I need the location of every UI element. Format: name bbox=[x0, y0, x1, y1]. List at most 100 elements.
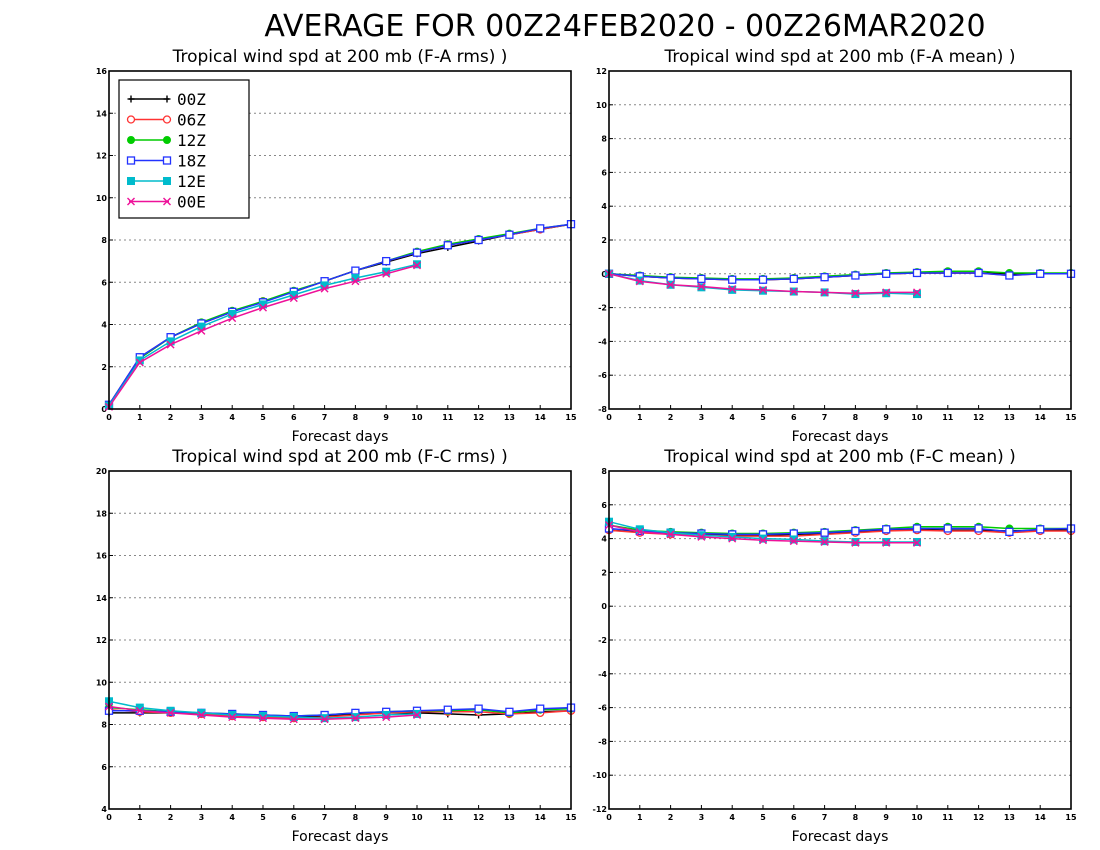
series-point-00E bbox=[166, 708, 175, 717]
x-tick-label: 15 bbox=[1065, 413, 1077, 422]
series-line-12Z bbox=[608, 524, 1071, 535]
series-point-18Z bbox=[697, 274, 706, 284]
legend-marker-00Z bbox=[127, 95, 135, 103]
series-point-00E bbox=[789, 537, 798, 546]
x-tick-label: 14 bbox=[535, 813, 547, 822]
x-tick-label: 9 bbox=[383, 813, 389, 822]
series-point-00E bbox=[382, 713, 391, 722]
series-point-12E bbox=[697, 531, 706, 540]
series-point-00E-b bbox=[197, 326, 206, 335]
x-tick-label: 6 bbox=[291, 413, 297, 422]
plot-frame bbox=[108, 470, 572, 810]
y-tick-label: 10 bbox=[596, 101, 608, 110]
x-tick-label: 9 bbox=[883, 413, 889, 422]
series-point-00E bbox=[351, 277, 360, 286]
x-tick-label: 15 bbox=[1065, 813, 1077, 822]
x-tick-label: 1 bbox=[137, 413, 143, 422]
series-point-18Z-shape bbox=[382, 256, 391, 266]
x-tick-label: 13 bbox=[504, 813, 515, 822]
series-point-18Z-shape bbox=[912, 524, 922, 533]
series-point-00E-b bbox=[289, 715, 298, 724]
panel-title: Tropical wind spd at 200 mb (F-A rms) ) bbox=[172, 47, 508, 67]
series-point-00E bbox=[635, 277, 644, 286]
series-point-00E bbox=[789, 287, 798, 296]
legend-marker-12Z bbox=[163, 136, 171, 144]
series-point-12E bbox=[666, 528, 675, 537]
x-tick-label: 15 bbox=[565, 813, 577, 822]
series-point-12E bbox=[382, 267, 391, 276]
legend-marker-06Z-shape bbox=[126, 115, 136, 124]
y-tick-label: -6 bbox=[598, 704, 607, 713]
series-point-18Z bbox=[851, 271, 860, 280]
x-tick-label: 13 bbox=[1004, 413, 1015, 422]
y-tick-label: 8 bbox=[601, 135, 607, 144]
series-point-12E bbox=[789, 535, 798, 544]
legend-marker-18Z bbox=[126, 156, 136, 165]
x-tick-label: 10 bbox=[411, 813, 423, 822]
series-point-18Z-shape bbox=[666, 273, 675, 283]
series-point-00E-b bbox=[228, 713, 237, 722]
series-point-18Z bbox=[882, 269, 891, 278]
series-point-18Z-shape bbox=[1005, 527, 1014, 536]
y-tick-label: 2 bbox=[601, 236, 607, 245]
series-point-12E bbox=[728, 532, 737, 541]
y-tick-label: 0 bbox=[601, 270, 607, 279]
x-tick-label: 1 bbox=[137, 813, 143, 822]
series-point-18Z bbox=[943, 268, 952, 278]
series-line-00Z bbox=[108, 223, 572, 406]
series-point-00E bbox=[851, 538, 860, 547]
series-point-00E bbox=[166, 340, 175, 349]
legend-label: 00Z bbox=[177, 90, 206, 109]
series-point-00E-b bbox=[197, 710, 206, 719]
series-point-00E bbox=[135, 358, 144, 367]
series-point-18Z-shape bbox=[474, 704, 483, 713]
series-point-18Z-shape bbox=[1005, 271, 1014, 280]
series-point-12E-shape bbox=[697, 531, 706, 540]
series-point-12E bbox=[351, 713, 360, 722]
x-tick-label: 4 bbox=[729, 813, 735, 822]
series-point-00E bbox=[289, 294, 298, 303]
series-line-18Z bbox=[108, 223, 572, 406]
series-point-00E bbox=[666, 530, 675, 539]
series-point-00E bbox=[259, 714, 267, 723]
legend-marker-00E-b bbox=[163, 197, 171, 206]
y-tick-label: 4 bbox=[601, 202, 607, 211]
series-point-00E-b bbox=[413, 710, 421, 719]
x-tick-label: 4 bbox=[229, 413, 235, 422]
x-tick-label: 11 bbox=[942, 413, 954, 422]
series-point-12E bbox=[259, 712, 267, 721]
x-tick-label: 3 bbox=[699, 413, 705, 422]
y-tick-label: -6 bbox=[598, 371, 607, 380]
series-point-00E-b bbox=[666, 280, 675, 289]
series-point-00E-b bbox=[351, 277, 360, 286]
series-point-18Z bbox=[443, 705, 452, 714]
series-point-00E bbox=[759, 285, 767, 294]
x-tick-label: 4 bbox=[229, 813, 235, 822]
y-tick-label: 0 bbox=[601, 602, 607, 611]
series-point-00E-b bbox=[697, 532, 706, 541]
series-point-00E bbox=[820, 288, 829, 297]
series-point-18Z-shape bbox=[974, 268, 983, 278]
y-tick-label: 10 bbox=[96, 194, 108, 203]
legend-label: 00E bbox=[177, 193, 206, 212]
series-point-12E-shape bbox=[197, 708, 206, 717]
series-point-12E bbox=[759, 534, 767, 543]
series-point-00E-b bbox=[851, 289, 860, 298]
series-point-18Z bbox=[820, 528, 829, 537]
x-tick-label: 1 bbox=[637, 813, 643, 822]
x-tick-label: 15 bbox=[565, 413, 577, 422]
series-point-12E bbox=[289, 713, 298, 722]
panel-fc-rms: Tropical wind spd at 200 mb (F-C rms) ) … bbox=[96, 447, 577, 845]
legend-marker-12E-shape bbox=[163, 177, 171, 185]
plot-frame bbox=[608, 470, 1072, 810]
x-axis-label: Forecast days bbox=[792, 429, 889, 445]
legend-marker-12E bbox=[163, 177, 171, 185]
series-point-00E bbox=[913, 538, 921, 547]
series-point-18Z bbox=[974, 524, 983, 533]
series-point-00E bbox=[320, 715, 329, 724]
series-point-18Z-shape bbox=[882, 269, 891, 278]
x-tick-label: 3 bbox=[199, 413, 205, 422]
x-tick-label: 5 bbox=[760, 813, 766, 822]
panel-fa-rms: Tropical wind spd at 200 mb (F-A rms) ) … bbox=[96, 47, 577, 445]
series-point-12E bbox=[413, 709, 421, 718]
